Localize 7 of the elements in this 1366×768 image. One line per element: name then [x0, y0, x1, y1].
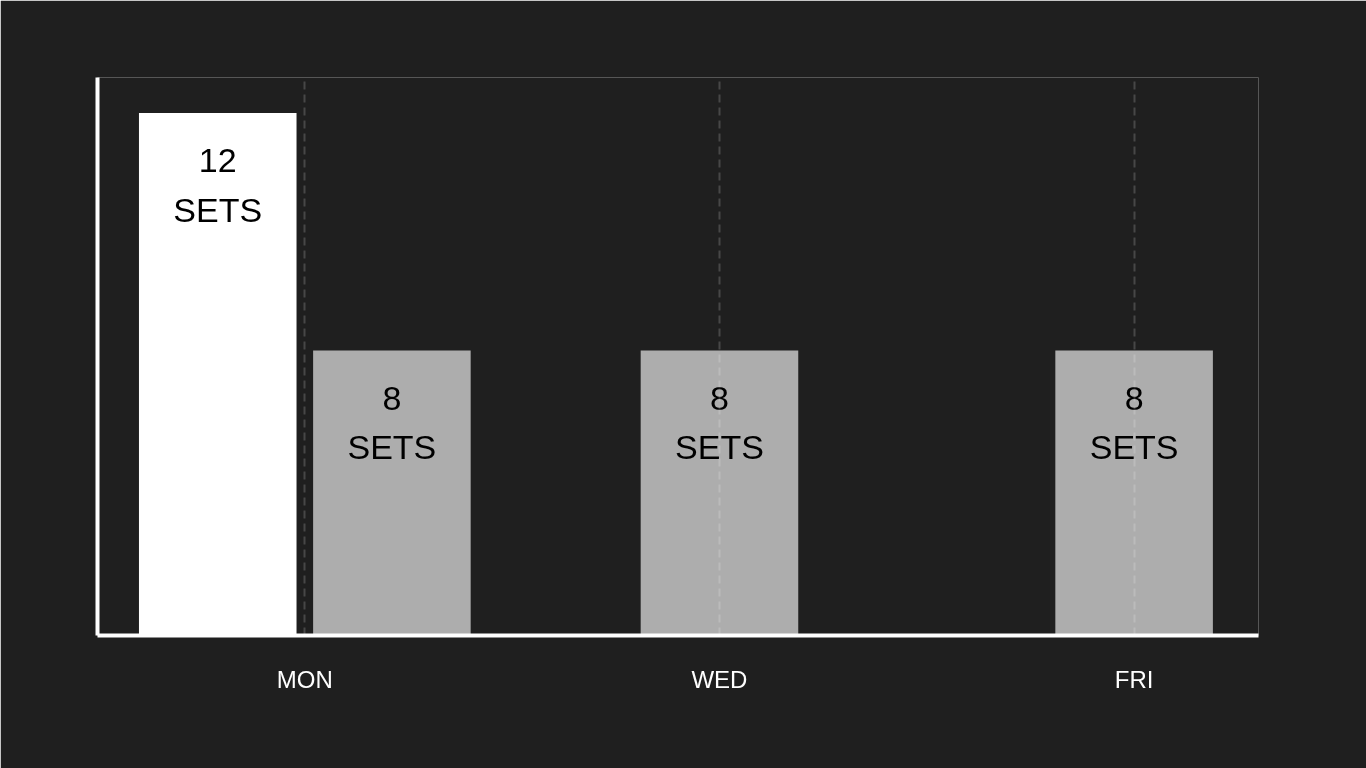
data-label: 8 SETS: [1089, 378, 1179, 466]
data-label: 12 SETS: [173, 141, 263, 229]
x-tick-label: WED: [691, 665, 748, 693]
data-label: 8 SETS: [347, 378, 437, 466]
x-tick-label: FRI: [1114, 665, 1154, 693]
data-label: 8 SETS: [675, 378, 764, 466]
x-tick-label: MON: [276, 665, 333, 693]
